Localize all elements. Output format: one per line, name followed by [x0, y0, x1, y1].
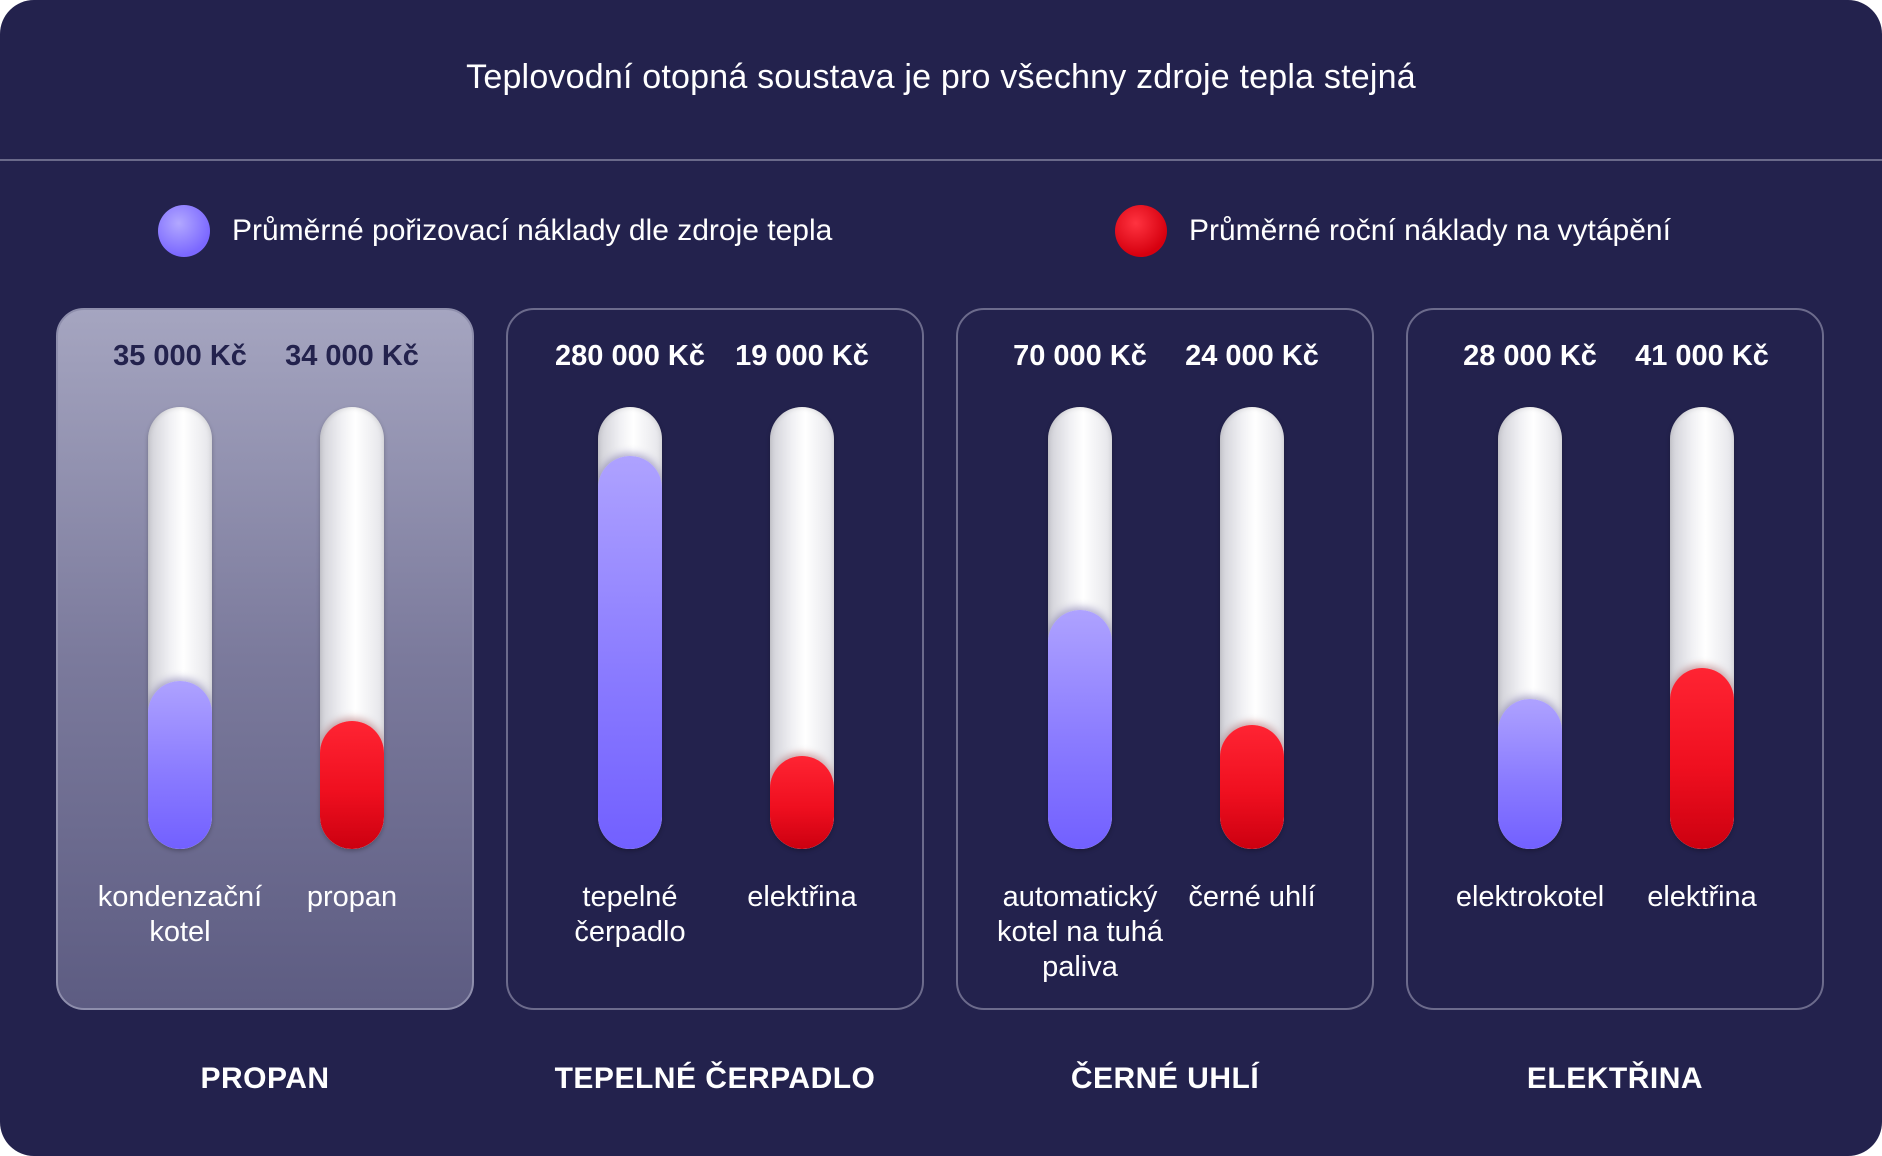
bar-category-label: kondenzační kotel	[97, 881, 263, 948]
data-label: 70 000 Kč	[1013, 340, 1147, 372]
data-label: 280 000 Kč	[555, 340, 705, 372]
group-card	[956, 308, 1374, 1010]
bar-annual	[320, 721, 384, 849]
bar-purchase	[1498, 699, 1562, 849]
data-label: 28 000 Kč	[1463, 340, 1597, 372]
bar-annual	[1670, 668, 1734, 849]
header-divider	[0, 159, 1882, 161]
bar-track	[148, 407, 212, 849]
data-label: 35 000 Kč	[113, 340, 247, 372]
bar-category-label: propan	[306, 881, 398, 913]
legend-dot-purchase-icon	[158, 205, 210, 257]
bar-category-label: elektrokotel	[1455, 881, 1605, 913]
bar-track	[1670, 407, 1734, 849]
group-card	[506, 308, 924, 1010]
bar-annual	[1220, 725, 1284, 849]
bar-category-label: automatický kotel na tuhá paliva	[996, 881, 1164, 983]
bar-track	[1048, 407, 1112, 849]
bar-category-label: černé uhlí	[1188, 881, 1316, 913]
legend-label-annual: Průměrné roční náklady na vytápění	[1189, 214, 1671, 247]
chart-title: Teplovodní otopná soustava je pro všechn…	[466, 58, 1416, 96]
group-label: ELEKTŘINA	[1526, 1062, 1704, 1095]
group-label: PROPAN	[200, 1062, 330, 1095]
bar-annual	[770, 756, 834, 849]
bar-purchase	[598, 456, 662, 849]
data-label: 41 000 Kč	[1635, 340, 1769, 372]
legend-dot-annual-icon	[1115, 205, 1167, 257]
data-label: 34 000 Kč	[285, 340, 419, 372]
data-label: 24 000 Kč	[1185, 340, 1319, 372]
bar-track	[1220, 407, 1284, 849]
legend-label-purchase: Průměrné pořizovací náklady dle zdroje t…	[232, 214, 833, 247]
bar-category-label: elektřina	[1647, 881, 1757, 913]
bar-track	[320, 407, 384, 849]
bar-purchase	[148, 681, 212, 849]
legend-item-annual: Průměrné roční náklady na vytápění	[1115, 204, 1671, 258]
bar-category-label: elektřina	[747, 881, 857, 913]
bar-track	[770, 407, 834, 849]
bar-category-label: tepelné čerpadlo	[574, 881, 686, 948]
bar-track	[1498, 407, 1562, 849]
group-card	[56, 308, 474, 1010]
legend-item-purchase: Průměrné pořizovací náklady dle zdroje t…	[158, 204, 832, 258]
group-card	[1406, 308, 1824, 1010]
group-label: ČERNÉ UHLÍ	[1070, 1062, 1260, 1095]
group-label: TEPELNÉ ČERPADLO	[554, 1062, 876, 1095]
bar-purchase	[1048, 610, 1112, 849]
bar-track	[598, 407, 662, 849]
data-label: 19 000 Kč	[735, 340, 869, 372]
